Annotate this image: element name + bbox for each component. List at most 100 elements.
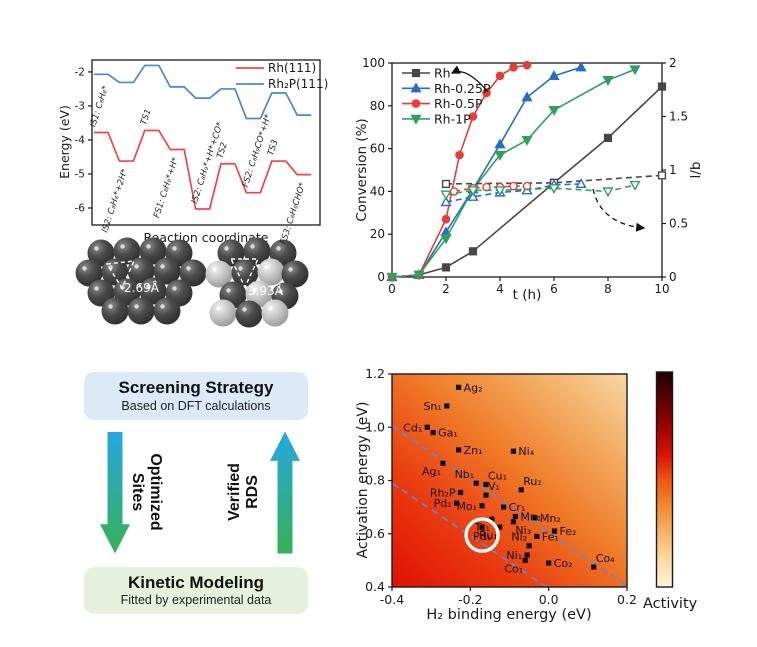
- flow-diagram-panel: Screening Strategy Based on DFT calculat…: [84, 372, 308, 628]
- rh-atom: [231, 259, 259, 287]
- data-point-marker: [440, 196, 452, 207]
- data-point-marker: [455, 384, 462, 390]
- data-point-marker: [521, 91, 533, 102]
- y-tick-label: 1.2: [365, 366, 385, 381]
- data-point-marker: [629, 65, 641, 76]
- rh-atom: [139, 277, 167, 305]
- x-tick-label: 2: [442, 282, 450, 296]
- point-label: Zn₁: [464, 444, 483, 457]
- kinetic-modeling-title: Kinetic Modeling: [128, 572, 264, 592]
- data-point-marker: [483, 492, 489, 498]
- point-label: Ni₁: [506, 549, 522, 562]
- data-point-marker: [430, 429, 436, 436]
- point-label: Ag₁: [422, 465, 441, 478]
- specular-highlight: [172, 286, 177, 291]
- map-x-axis-title: H₂ binding energy (eV): [426, 607, 591, 623]
- specular-highlight: [278, 289, 283, 294]
- y-tick-label: 0.6: [365, 526, 385, 541]
- rh-atom: [101, 258, 129, 286]
- rh-atom: [243, 237, 271, 265]
- y-tick-label: 0: [377, 270, 385, 284]
- panel-kinetics-plot: 0 2 4 6 8 1002040608010000.511.52RhRh-0.25PRh…: [362, 56, 688, 296]
- specular-highlight: [172, 246, 177, 251]
- x-tick-label: 0.2: [617, 592, 637, 607]
- data-point-marker: [524, 552, 530, 558]
- atomic-structure-models: [75, 237, 309, 328]
- specular-highlight: [134, 264, 139, 269]
- data-point-marker: [454, 500, 460, 506]
- kinetic-modeling-box: Kinetic Modeling Fitted by experimental …: [84, 566, 308, 615]
- point-label: Sn₁: [423, 400, 441, 413]
- flow-arrows-section: Optimized Sites Verified RDS: [84, 420, 308, 567]
- specular-highlight: [160, 264, 165, 269]
- specular-highlight: [94, 246, 99, 251]
- x-tick-label: 0.0: [539, 592, 559, 607]
- step-label: IS2: C₈H₉*+H*+CO*: [190, 120, 226, 205]
- legend-marker: [411, 68, 421, 78]
- point-label: Pd₂: [434, 497, 452, 510]
- data-point-marker: [657, 171, 667, 180]
- point-label: Ru₂: [523, 475, 542, 488]
- y-tick-label: 0.8: [365, 473, 385, 488]
- point-label: Ag₂: [464, 381, 483, 394]
- distance-label-rh111: 2.69Å: [124, 280, 160, 295]
- rh-atom: [139, 237, 167, 265]
- rh-atom: [87, 239, 115, 267]
- down-arrow-icon: [100, 431, 130, 554]
- point-label: Mn₂: [540, 512, 561, 525]
- kinetic-modeling-subtitle: Fitted by experimental data: [120, 593, 272, 608]
- y-tick-label: 40: [370, 184, 385, 198]
- data-point-marker: [457, 489, 464, 496]
- data-point-marker: [497, 524, 503, 530]
- data-point-marker: [510, 519, 517, 525]
- verified-label-line2: RDS: [244, 474, 261, 509]
- y-tick-label: 100: [362, 56, 385, 70]
- x-tick-label: 4: [496, 282, 504, 296]
- specular-highlight: [224, 246, 229, 251]
- data-point-marker: [440, 190, 452, 201]
- right-axis-pointer-arrow: [592, 188, 646, 232]
- specular-highlight: [108, 304, 113, 309]
- point-label: Ni₂: [511, 531, 527, 544]
- specular-highlight: [250, 244, 255, 249]
- energy-y-axis-title: Energy (eV): [57, 105, 72, 179]
- data-point-marker: [657, 82, 667, 91]
- data-point-marker: [440, 234, 452, 245]
- data-point-marker: [629, 180, 641, 191]
- specular-highlight: [146, 244, 151, 249]
- bond-triangle-annotation-right: [229, 258, 260, 289]
- data-point-marker: [534, 533, 540, 540]
- data-point-marker: [602, 187, 614, 198]
- data-point-marker: [468, 112, 478, 121]
- p-atom: [261, 299, 289, 327]
- data-point-marker: [441, 214, 451, 224]
- specular-highlight: [146, 284, 151, 289]
- data-point-marker: [546, 560, 552, 566]
- data-point-marker: [548, 70, 560, 80]
- specular-highlight: [252, 287, 257, 292]
- step-label: TS1: [139, 108, 154, 126]
- x-tick-label: 10: [654, 282, 669, 296]
- point-label: Rh₂P: [430, 486, 456, 499]
- point-label: Ru₁: [479, 529, 498, 542]
- activity-heatmap: [392, 374, 627, 587]
- y-tick-label: -3: [75, 100, 85, 112]
- x-tick-label: -0.2: [458, 592, 482, 607]
- optimized-sites-label: Optimized Sites: [128, 453, 164, 530]
- legend-label: Rh-0.5P: [434, 96, 483, 111]
- y2-tick-label: 1.5: [669, 110, 688, 124]
- data-point-marker: [509, 181, 518, 191]
- legend-label: Rh-1P: [434, 111, 471, 126]
- p-atom: [257, 258, 285, 286]
- data-point-marker: [509, 62, 518, 72]
- map-y-axis-title: Activation energy (eV): [355, 402, 371, 559]
- y2-tick-label: 2: [669, 56, 677, 70]
- verified-label-line1: Verified: [226, 462, 244, 521]
- specular-highlight: [82, 266, 87, 271]
- y-tick-label: -4: [75, 134, 86, 146]
- series-line-3: [391, 68, 636, 278]
- data-point-marker: [522, 60, 532, 70]
- point-label: Fe₁: [542, 530, 559, 543]
